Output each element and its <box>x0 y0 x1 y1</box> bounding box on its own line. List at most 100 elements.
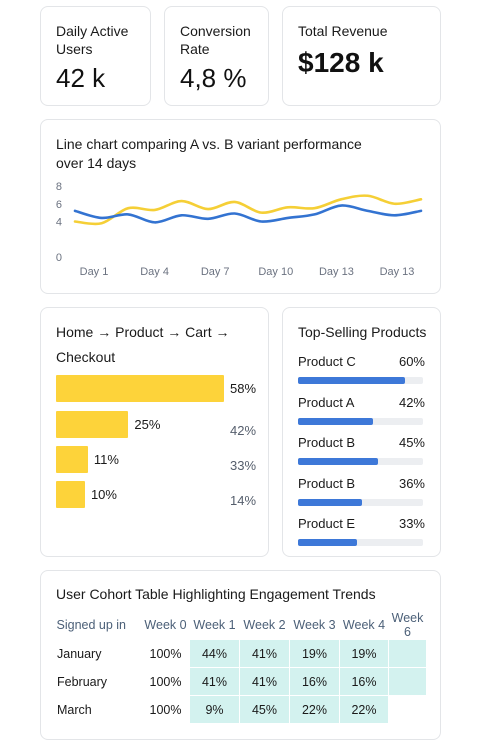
cohort-cell: 100% <box>141 695 190 724</box>
cohort-week-header: Week 2 <box>243 618 286 632</box>
x-tick-label: Day 13 <box>380 266 415 278</box>
line-chart-title-line: Line chart comparing A vs. B variant per… <box>56 136 362 152</box>
funnel-title-line: Checkout <box>56 349 116 365</box>
kpi-label-line: Users <box>56 41 93 57</box>
cohort-cell: 16% <box>289 667 340 696</box>
kpi-label: Daily Active Users <box>56 22 128 58</box>
series-line-a <box>73 194 423 226</box>
y-tick-label: 4 <box>56 217 62 229</box>
cohort-cell: 16% <box>339 667 389 696</box>
line-chart: 0 4 6 8 Day 1 Day 4 Day 7 Day 10 Day 13 Day 13 <box>56 181 423 278</box>
cohort-month: February <box>54 667 142 696</box>
kpi-label-line: Rate <box>180 41 210 57</box>
cohort-cell: 41% <box>239 639 290 668</box>
x-tick-label: Day 7 <box>201 266 230 278</box>
cohort-row: January 100% 44% 41% 19% 19% <box>54 639 427 668</box>
product-bar-track <box>298 377 423 384</box>
line-chart-title-line: over 14 days <box>56 155 137 171</box>
y-tick-label: 8 <box>56 181 62 193</box>
product-name: Product E <box>298 516 356 531</box>
line-chart-card: Line chart comparing A vs. B variant per… <box>40 119 441 294</box>
cohort-cell: 100% <box>141 639 190 668</box>
product-name: Product A <box>298 394 355 410</box>
x-tick-label: Day 10 <box>258 266 293 278</box>
product-bar-track <box>298 498 423 506</box>
cohort-table: Signed up in Week 0 Week 1 Week 2 Week 3 Week… <box>54 611 427 724</box>
cohort-cell <box>388 667 427 696</box>
kpi-card-conversion-rate: Conversion Rate 4,8 % <box>164 6 269 106</box>
product-bar-track <box>298 417 423 425</box>
funnel-bar <box>56 481 85 508</box>
kpi-label-line: Total Revenue <box>298 23 388 39</box>
kpi-value: 4,8 % <box>180 63 247 93</box>
cohort-cell: 22% <box>289 695 340 724</box>
product-percent: 33% <box>398 516 425 531</box>
cohort-body: January 100% 44% 41% 19% 19% February 100% 41% 41… <box>54 639 427 724</box>
cohort-cell: 19% <box>289 639 340 668</box>
funnel-title: Home → Product → Cart → Checkout <box>56 320 230 370</box>
y-tick-label: 6 <box>56 199 62 211</box>
funnel-card: Home → Product → Cart → Checkout 58% 25% 4… <box>40 307 269 557</box>
funnel-step-percent: 10% <box>90 487 117 502</box>
product-bar-fill <box>298 539 357 546</box>
cohort-cell: 19% <box>339 639 389 668</box>
kpi-value: $128 k <box>298 47 384 78</box>
product-name: Product B <box>298 475 356 491</box>
cohort-row-header-label: Signed up in <box>56 618 127 632</box>
x-tick-label: Day 13 <box>319 266 354 278</box>
product-bar-track <box>298 458 423 465</box>
top-products-card: Top-Selling Products Product C 60% Product… <box>282 307 441 557</box>
cohort-cell: 22% <box>339 695 389 724</box>
kpi-label-line: Daily Active <box>56 23 129 39</box>
cohort-week-header: Week 0 <box>144 618 187 632</box>
product-percent: 60% <box>398 354 425 369</box>
cohort-cell: 41% <box>189 667 240 696</box>
cohort-cell <box>388 639 427 668</box>
cohort-cell: 45% <box>239 695 290 724</box>
x-tick-label: Day 4 <box>140 266 169 278</box>
series-line-b <box>73 204 423 224</box>
cohort-cell: 100% <box>141 667 190 696</box>
product-percent: 36% <box>398 475 425 491</box>
x-tick-label: Day 1 <box>80 266 109 278</box>
cohort-week-header: Week 6 <box>391 611 424 639</box>
funnel-bar <box>56 411 129 438</box>
cohort-week-header: Week 3 <box>293 618 336 632</box>
funnel-bar <box>56 446 88 473</box>
funnel-step-conversion: 42% <box>230 423 257 438</box>
funnel-bar <box>56 375 224 402</box>
kpi-label-line: Conversion <box>180 23 251 39</box>
cohort-cell: 41% <box>239 667 290 696</box>
cohort-week-header: Week 1 <box>193 618 236 632</box>
product-percent: 45% <box>398 435 425 450</box>
product-bar-fill <box>298 417 373 425</box>
cohort-cell: 9% <box>189 695 240 724</box>
product-percent: 42% <box>398 394 425 410</box>
top-products-title: Top-Selling Products <box>298 324 427 340</box>
funnel-step-conversion: 14% <box>230 493 257 508</box>
product-bar-fill <box>298 377 406 384</box>
product-name: Product B <box>298 435 356 450</box>
cohort-card: User Cohort Table Highlighting Engagemen… <box>40 570 441 740</box>
kpi-value: 42 k <box>56 63 106 93</box>
product-bar-fill <box>298 498 363 506</box>
kpi-label: Total Revenue <box>298 22 388 40</box>
funnel-step-percent: 25% <box>134 417 161 432</box>
cohort-month: March <box>54 695 142 724</box>
kpi-card-daily-active-users: Daily Active Users 42 k <box>40 6 151 106</box>
cohort-title: User Cohort Table Highlighting Engagemen… <box>56 586 376 602</box>
funnel-title-line: Home → Product → Cart → <box>56 324 230 340</box>
kpi-label: Conversion Rate <box>180 22 251 58</box>
funnel-step-conversion: 33% <box>230 458 257 473</box>
product-bar-fill <box>298 458 379 465</box>
cohort-row: March 100% 9% 45% 22% 22% <box>54 695 427 724</box>
funnel-step-percent: 58% <box>230 381 257 396</box>
cohort-cell <box>388 695 427 724</box>
product-name: Product C <box>298 354 356 369</box>
funnel-step-percent: 11% <box>93 452 119 467</box>
cohort-cell: 44% <box>189 639 240 668</box>
product-bar-track <box>298 539 423 546</box>
y-tick-label: 0 <box>56 252 62 264</box>
cohort-header-row: Signed up in Week 0 Week 1 Week 2 Week 3 Week… <box>55 611 427 640</box>
kpi-card-total-revenue: Total Revenue $128 k <box>282 6 441 106</box>
